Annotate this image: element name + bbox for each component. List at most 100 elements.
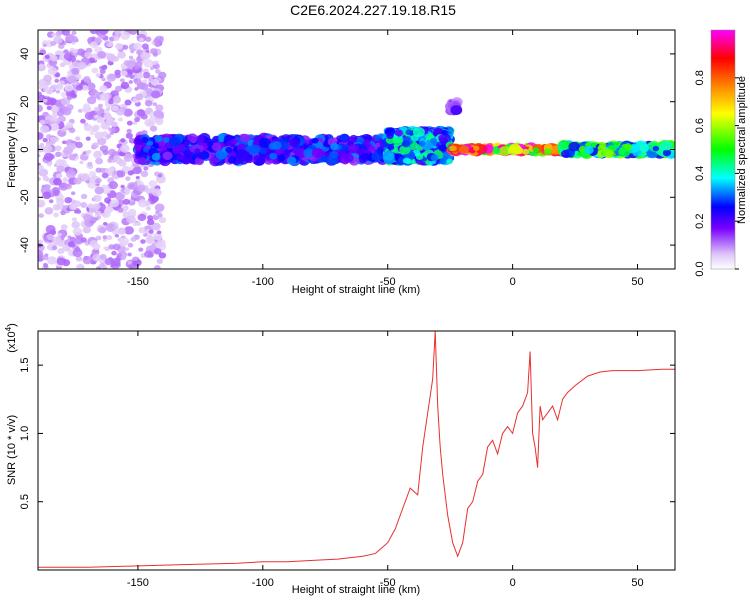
heatmap-cell <box>141 136 149 144</box>
heatmap-cell <box>119 78 125 83</box>
heatmap-cell <box>559 143 568 150</box>
heatmap-cell <box>90 90 100 99</box>
snr-frame <box>37 330 676 571</box>
heatmap-cell <box>211 142 222 151</box>
heatmap-cell <box>235 149 246 159</box>
spectrogram-x-tick-label: -50 <box>380 276 396 288</box>
heatmap-cell <box>201 151 210 159</box>
heatmap-cell <box>544 148 552 155</box>
heatmap-cell <box>108 99 114 105</box>
colorbar-tick-label: 0.4 <box>694 166 706 181</box>
heatmap-cell <box>446 158 454 165</box>
heatmap-cell <box>117 207 124 213</box>
colorbar-gradient <box>711 30 735 269</box>
heatmap-cell <box>125 132 133 139</box>
heatmap-cell <box>80 202 88 209</box>
heatmap-cell <box>109 56 117 62</box>
heatmap-cell <box>67 75 77 84</box>
heatmap-cell <box>75 141 83 149</box>
heatmap-cell <box>123 188 129 193</box>
heatmap-cell <box>155 104 164 112</box>
heatmap-cell <box>128 30 138 35</box>
heatmap-cell <box>95 235 102 241</box>
heatmap-cell <box>105 223 116 232</box>
snr-background <box>38 331 675 570</box>
heatmap-cell <box>117 227 126 235</box>
heatmap-cell <box>172 146 181 155</box>
heatmap-cell <box>137 213 147 222</box>
heatmap-cell <box>187 133 198 143</box>
heatmap-cell <box>157 173 163 178</box>
heatmap-cell <box>71 221 80 229</box>
heatmap-cell <box>107 158 113 164</box>
heatmap-cell <box>438 134 447 142</box>
heatmap-cell <box>154 135 163 143</box>
heatmap-cell <box>59 80 65 86</box>
heatmap-cell <box>38 144 45 153</box>
heatmap-cell <box>59 159 67 166</box>
heatmap-cell <box>144 250 153 258</box>
heatmap-cell <box>412 126 425 138</box>
heatmap-cell <box>294 148 307 159</box>
heatmap-cell <box>143 166 149 171</box>
heatmap-cell <box>133 42 143 50</box>
spectrogram-x-tick-label: 0 <box>510 276 516 288</box>
heatmap-cell <box>110 258 121 267</box>
heatmap-cell <box>96 116 105 124</box>
heatmap-cell <box>147 187 155 194</box>
heatmap-cell <box>42 191 52 200</box>
heatmap-cell <box>48 199 54 204</box>
heatmap-cell <box>386 132 394 140</box>
heatmap-cell <box>134 87 139 91</box>
heatmap-cell <box>116 44 123 49</box>
heatmap-cell <box>94 186 104 195</box>
heatmap-cell <box>65 33 75 43</box>
heatmap-cell <box>132 256 138 261</box>
colorbar: 0.0 0.2 0.4 0.6 0.8 Normalized spectral ampl… <box>694 29 748 277</box>
heatmap-cell <box>51 245 58 251</box>
spectrogram-y-tick-label: 40 <box>19 48 31 60</box>
heatmap-cell <box>148 77 154 82</box>
heatmap-cell <box>49 136 57 143</box>
heatmap-cell <box>42 137 48 143</box>
heatmap-cell <box>133 222 138 227</box>
heatmap-cell <box>82 256 93 265</box>
heatmap-cell <box>80 118 86 124</box>
heatmap-cell <box>38 199 46 208</box>
heatmap-cell <box>156 239 166 247</box>
heatmap-cell <box>99 69 106 75</box>
heatmap-cell <box>50 115 58 123</box>
heatmap-cell <box>135 178 141 183</box>
heatmap-cell <box>57 248 65 255</box>
heatmap-cell <box>51 33 56 37</box>
heatmap-cell <box>652 145 660 152</box>
heatmap-cell <box>152 52 158 57</box>
heatmap-cell <box>110 121 118 128</box>
heatmap-cell <box>330 142 339 151</box>
heatmap-cell <box>145 36 152 42</box>
heatmap-cell <box>441 129 448 135</box>
heatmap-cell <box>113 37 119 42</box>
heatmap-cell <box>143 233 148 237</box>
heatmap-cell <box>38 250 44 259</box>
heatmap-cell <box>106 134 112 139</box>
heatmap-cell <box>99 85 108 92</box>
heatmap-cell <box>91 67 99 74</box>
heatmap-cell <box>269 152 278 160</box>
snr-y-label: SNR (10 * v/v) <box>6 415 18 485</box>
heatmap-cell <box>100 121 111 130</box>
snr-y-tick-label: 0.5 <box>19 494 31 509</box>
heatmap-cell <box>154 41 161 48</box>
heatmap-cell <box>133 77 142 85</box>
heatmap-cell <box>73 153 78 157</box>
heatmap-cell <box>39 119 46 125</box>
heatmap-cell <box>62 244 71 252</box>
heatmap-cell <box>230 138 238 145</box>
heatmap-cell <box>156 230 162 235</box>
heatmap-cell <box>94 150 102 158</box>
heatmap-cell <box>259 147 267 155</box>
heatmap-cell <box>127 170 134 176</box>
heatmap-cell <box>77 61 87 70</box>
heatmap-cell <box>74 209 79 214</box>
